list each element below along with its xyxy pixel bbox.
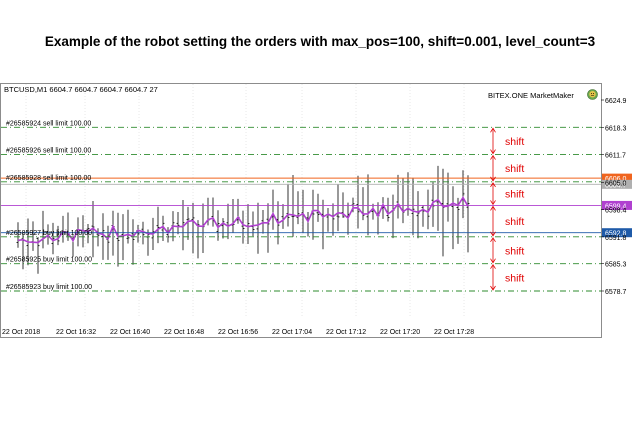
- time-tick-label: 22 Oct 16:48: [164, 329, 204, 336]
- time-tick-label: 22 Oct 16:32: [56, 329, 96, 336]
- price-marker-label: 6592.8: [605, 231, 627, 238]
- time-tick-label: 22 Oct 17:12: [326, 329, 366, 336]
- price-tick-label: 6624.9: [605, 98, 627, 105]
- shift-arrowhead-up: [490, 263, 496, 269]
- price-tick-label: 6591.8: [605, 235, 627, 242]
- shift-arrowhead-up: [490, 127, 496, 133]
- moving-average: [17, 196, 469, 244]
- time-axis: 22 Oct 2018 22 Oct 16:32 22 Oct 16:40 22 Oc…: [2, 329, 474, 336]
- page-caption: Example of the robot setting the orders …: [44, 34, 596, 49]
- smiley-icon[interactable]: [587, 89, 598, 100]
- shift-label: shift: [505, 272, 524, 284]
- price-marker-box: [602, 173, 632, 183]
- order-label: #26585925 buy limit 100.00: [6, 257, 92, 264]
- shift-label: shift: [505, 216, 524, 228]
- shift-label: shift: [505, 189, 524, 201]
- price-lines: [1, 177, 601, 234]
- shift-arrowhead-down: [490, 258, 496, 264]
- price-marker-box: [602, 228, 632, 238]
- shift-arrowhead-down: [490, 200, 496, 206]
- time-tick-label: 22 Oct 17:28: [434, 329, 474, 336]
- order-label: #26585928 sell limit 100.00: [6, 175, 91, 182]
- shift-arrowhead-down: [490, 176, 496, 182]
- shift-label: shift: [505, 136, 524, 148]
- order-label: #26585924 sell limit 100.00: [6, 120, 91, 127]
- time-tick-label: 22 Oct 16:56: [218, 329, 258, 336]
- price-tick-label: 6618.3: [605, 125, 627, 132]
- shift-arrowhead-up: [490, 154, 496, 160]
- order-label: #26585927 buy limit 100.00: [6, 230, 92, 237]
- time-tick-label: 22 Oct 16:40: [110, 329, 150, 336]
- chart-grid: [25, 84, 465, 318]
- moving-average-line: [17, 196, 469, 244]
- time-tick-label: 22 Oct 17:04: [272, 329, 312, 336]
- shift-arrowhead-up: [490, 237, 496, 243]
- order-label: #26585923 buy limit 100.00: [6, 284, 92, 291]
- price-tick-label: 6605.0: [605, 180, 627, 187]
- price-tick-label: 6611.7: [605, 153, 626, 160]
- price-tick-label: 6585.3: [605, 262, 627, 269]
- shift-arrowhead-down: [490, 285, 496, 291]
- shift-arrowhead-down: [490, 149, 496, 155]
- symbol-info: BTCUSD,M1 6604.7 6604.7 6604.7 6604.7 27: [4, 85, 158, 94]
- time-tick-label: 22 Oct 2018: [2, 329, 40, 336]
- shift-arrowhead-up: [490, 205, 496, 211]
- price-marker-label: 6606.0: [605, 176, 627, 183]
- price-marker-box: [602, 179, 632, 189]
- price-tick-label: 6598.4: [605, 208, 627, 215]
- shift-arrowhead-up: [490, 182, 496, 188]
- price-marker-box: [602, 200, 632, 210]
- chart-window[interactable]: [0, 83, 602, 338]
- shift-annotations: shift shift shift shift shift shift: [490, 127, 524, 291]
- shift-arrowhead-down: [490, 231, 496, 237]
- price-marker-label: 6604.7: [605, 182, 627, 189]
- order-lines: #26585924 sell limit 100.00 #26585926 sel…: [1, 120, 601, 292]
- price-tick-label: 6578.7: [605, 289, 627, 296]
- expert-advisor-name: BITEX.ONE MarketMaker: [488, 91, 574, 100]
- shift-label: shift: [505, 245, 524, 257]
- price-marker-label: 6599.4: [605, 203, 627, 210]
- order-label: #26585926 sell limit 100.00: [6, 148, 91, 155]
- time-tick-label: 22 Oct 17:20: [380, 329, 420, 336]
- shift-label: shift: [505, 163, 524, 175]
